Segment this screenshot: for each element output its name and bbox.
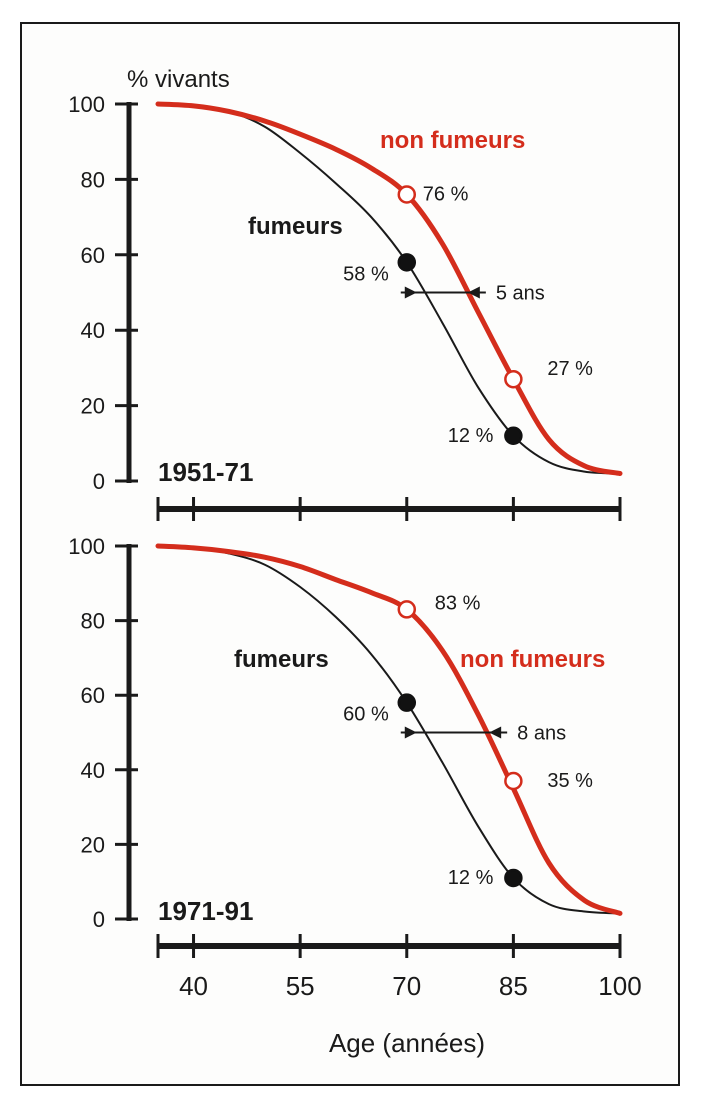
series-line-fumeurs: [157, 103, 621, 475]
data-point: [397, 693, 417, 712]
y-tick-label: 60: [81, 243, 105, 268]
data-point: [504, 426, 523, 446]
gap-arrowhead: [404, 286, 417, 299]
data-point: [397, 185, 417, 204]
x-tick-label: 70: [392, 971, 421, 1001]
data-label: 60 %: [343, 704, 389, 726]
x-tick-label: 40: [179, 971, 208, 1001]
y-tick-label: 20: [81, 832, 105, 857]
gap-arrowhead: [489, 726, 502, 739]
gap-label: 5 ans: [496, 283, 545, 305]
series-line-non-fumeurs: [155, 101, 623, 476]
y-tick-label: 20: [81, 394, 105, 419]
x-tick-label: 85: [499, 971, 528, 1001]
series-label: fumeurs: [234, 646, 329, 673]
data-label: 58 %: [343, 263, 389, 285]
data-point: [504, 369, 523, 389]
data-label: 12 %: [448, 867, 494, 889]
data-label: 76 %: [423, 183, 469, 205]
x-tick-label: 100: [598, 971, 641, 1001]
y-tick-label: 80: [81, 609, 105, 634]
x-axis-label: Age (années): [329, 1028, 485, 1058]
y-tick-label: 80: [81, 167, 105, 192]
y-tick-label: 40: [81, 758, 105, 783]
y-tick-label: 0: [93, 907, 105, 932]
y-tick-label: 0: [93, 469, 105, 494]
y-tick-label: 40: [81, 318, 105, 343]
data-point: [397, 253, 417, 272]
x-tick-label: 55: [286, 971, 315, 1001]
series-label: non fumeurs: [460, 646, 605, 673]
y-tick-label: 100: [68, 534, 105, 559]
data-point: [504, 868, 523, 888]
data-point: [397, 600, 417, 619]
gap-arrowhead: [467, 286, 480, 299]
gap-label: 8 ans: [517, 723, 566, 745]
y-tick-label: 100: [68, 92, 105, 117]
data-label: 35 %: [547, 770, 593, 792]
period-title: 1971-91: [158, 896, 253, 926]
data-label: 27 %: [547, 358, 593, 380]
y-tick-label: 60: [81, 683, 105, 708]
data-label: 83 %: [435, 592, 481, 614]
period-title: 1951-71: [158, 457, 253, 487]
series-label: non fumeurs: [380, 127, 525, 154]
data-label: 12 %: [448, 425, 494, 447]
data-point: [504, 771, 523, 791]
series-label: fumeurs: [248, 213, 343, 240]
gap-arrowhead: [404, 726, 417, 739]
y-axis-label: % vivants: [127, 66, 230, 93]
